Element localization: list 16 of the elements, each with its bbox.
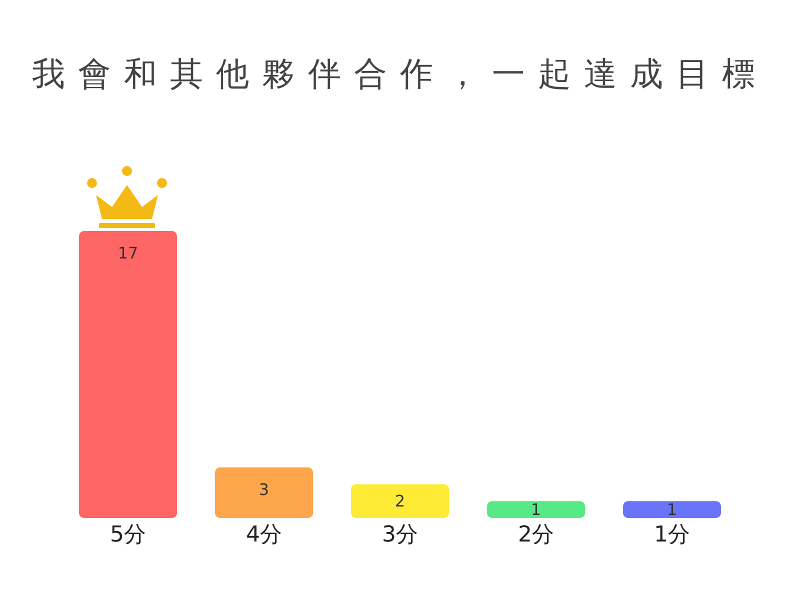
- x-tick-label: 1分: [654, 522, 690, 548]
- x-tick-label: 3分: [382, 522, 418, 548]
- x-tick-label: 2分: [518, 522, 554, 548]
- bar: [79, 231, 177, 518]
- x-tick-label: 4分: [246, 522, 282, 548]
- data-label: 2: [394, 492, 406, 511]
- data-label: 1: [666, 500, 678, 520]
- data-label: 3: [258, 480, 270, 499]
- bar: [487, 501, 585, 518]
- bar: [623, 501, 721, 518]
- bar: [351, 484, 449, 518]
- bar: [215, 467, 313, 518]
- chart-title: 我會和其他夥伴合作，一起達成目標: [31, 53, 769, 95]
- data-label: 17: [118, 244, 138, 262]
- data-label: 1: [530, 500, 542, 520]
- x-tick-label: 5分: [110, 522, 146, 548]
